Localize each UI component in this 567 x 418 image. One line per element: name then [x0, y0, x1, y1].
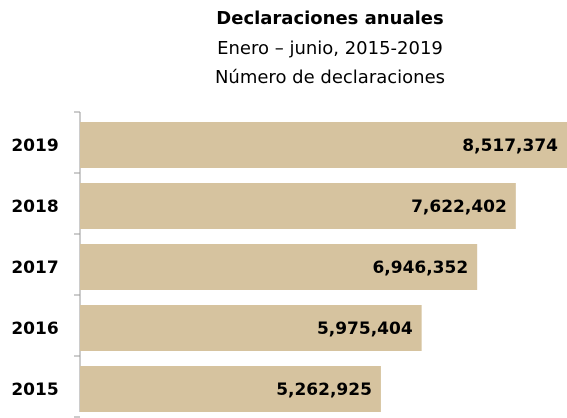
unit-label: Número de declaraciones — [215, 67, 445, 88]
bar — [80, 244, 478, 290]
bar — [80, 366, 381, 412]
bar — [80, 183, 516, 229]
value-label: 8,517,374 — [462, 136, 558, 156]
y-tick-label: 2019 — [11, 136, 58, 156]
value-label: 5,975,404 — [317, 319, 413, 339]
value-label: 7,622,402 — [411, 197, 507, 217]
y-tick-label: 2015 — [11, 380, 58, 400]
y-tick-label: 2018 — [11, 197, 58, 217]
value-label: 6,946,352 — [372, 258, 468, 278]
bar — [80, 305, 422, 351]
y-tick-label: 2017 — [11, 258, 58, 278]
chart-title: Declaraciones anuales — [216, 8, 443, 29]
bar — [80, 122, 567, 168]
y-tick-label: 2016 — [11, 319, 58, 339]
chart-subtitle: Enero – junio, 2015-2019 — [217, 38, 443, 59]
value-label: 5,262,925 — [276, 380, 372, 400]
